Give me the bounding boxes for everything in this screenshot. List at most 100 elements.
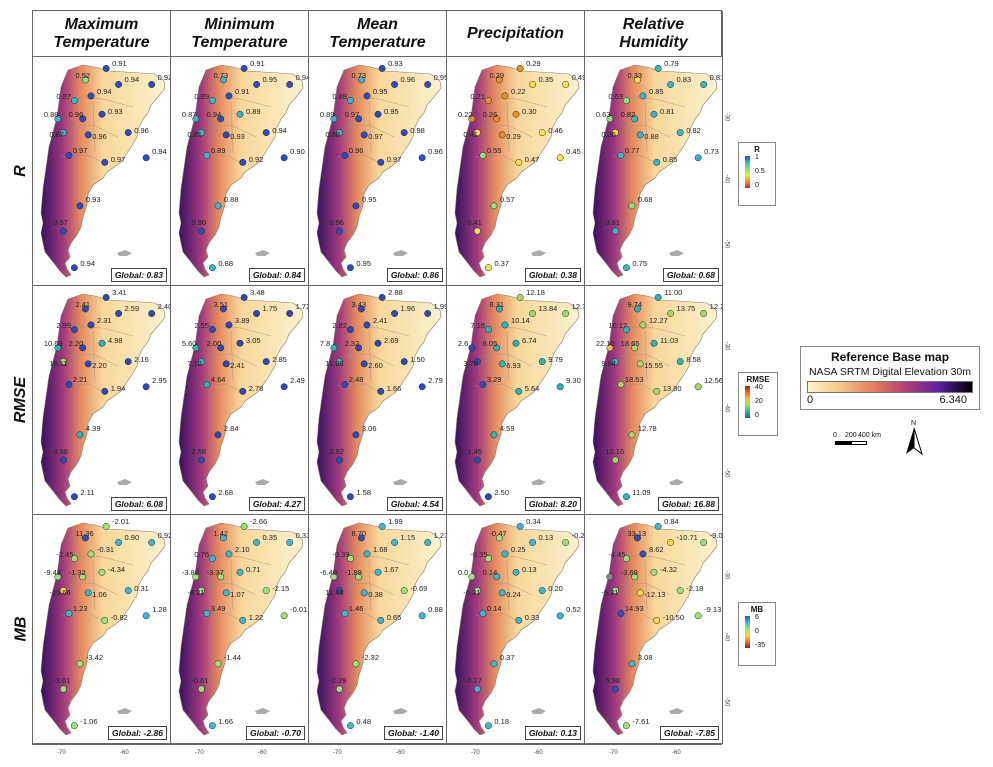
islands-shape: [117, 250, 132, 256]
station-point: [424, 81, 432, 88]
station-point: [700, 81, 708, 88]
station-point: [501, 92, 509, 100]
station-point: [79, 573, 87, 581]
station-value-label: 0.90: [124, 533, 140, 543]
station-point: [54, 115, 62, 123]
station-point: [676, 129, 684, 137]
station-point: [633, 76, 641, 84]
global-score-badge: Global: 0.38: [524, 268, 581, 282]
station-value-label: 0.95: [433, 73, 447, 83]
station-point: [377, 387, 385, 395]
station-point: [473, 685, 481, 693]
map-svg: [316, 64, 442, 278]
station-value-label: 0.38: [368, 589, 383, 599]
station-value-label: -2.15: [272, 583, 290, 593]
station-point: [479, 152, 487, 159]
station-point: [87, 321, 95, 329]
station-value-label: 7.12: [187, 358, 202, 368]
station-point: [473, 358, 481, 366]
legend-tick: -35: [755, 642, 766, 649]
station-point: [611, 685, 619, 693]
column-header-maximum-temperature: Maximum Temperature: [33, 11, 171, 57]
station-point: [197, 587, 205, 595]
legend-tick: 40: [755, 384, 763, 391]
station-value-label: 2.58: [191, 447, 206, 457]
latitude-tick-label: -30: [723, 570, 730, 580]
station-value-label: -3.01: [53, 676, 71, 686]
station-value-label: 0.75: [632, 258, 647, 268]
station-point: [363, 550, 371, 558]
station-value-label: 11.36: [75, 528, 94, 538]
station-point: [484, 493, 492, 501]
station-point: [631, 115, 639, 123]
station-value-label: 0.89: [210, 146, 226, 156]
islands-shape: [531, 479, 546, 485]
map-panel-mb-precipitation: 0.34 -0.47 0.13 -0.21 -0.35 0.25 0.0 0.14 0.13 -0…: [447, 515, 585, 744]
station-point: [650, 339, 658, 347]
station-value-label: 22.10: [595, 338, 615, 348]
station-value-label: 0.81: [605, 218, 620, 228]
map-svg: [592, 64, 718, 278]
station-point: [617, 610, 625, 617]
station-value-label: 0.84: [664, 517, 679, 527]
station-point: [495, 305, 503, 313]
station-point: [59, 227, 67, 235]
station-value-label: 1.07: [230, 589, 245, 599]
station-point: [363, 321, 371, 329]
station-point: [538, 129, 546, 137]
station-point: [468, 573, 476, 581]
station-value-label: 1.66: [386, 384, 402, 394]
station-value-label: 1.67: [384, 565, 399, 575]
station-value-label: -4.34: [108, 565, 126, 575]
station-point: [418, 383, 426, 391]
station-point: [378, 65, 386, 72]
province-borders: [612, 544, 686, 624]
station-point: [208, 555, 216, 562]
map-panel-r-minimum-temperature: 0.91 0.73 0.95 0.94 0.89 0.91 0.87 0.94 0.89 0.81…: [171, 57, 309, 286]
row-label: R: [12, 164, 29, 177]
station-value-label: 0.88: [218, 258, 233, 268]
station-value-label: 6.05: [482, 338, 498, 348]
province-borders: [60, 544, 134, 624]
station-point: [418, 612, 426, 620]
elevation-colorbar: [807, 381, 973, 393]
station-value-label: -3.69: [620, 567, 638, 577]
station-point: [501, 321, 509, 329]
map-svg: [454, 64, 580, 278]
station-point: [219, 76, 227, 84]
station-point: [676, 587, 684, 595]
province-borders: [198, 544, 272, 624]
station-point: [54, 344, 62, 352]
station-value-label: 0.73: [213, 70, 229, 80]
station-value-label: 1.58: [356, 487, 371, 497]
station-value-label: 0.48: [356, 716, 371, 726]
column-title-line2: Temperature: [191, 33, 288, 51]
station-value-label: 0.83: [676, 75, 692, 85]
global-score-badge: Global: -2.86: [107, 726, 167, 740]
station-value-label: -10.50: [662, 613, 685, 623]
station-point: [222, 589, 230, 597]
station-point: [516, 523, 524, 530]
legend-mb-bar: [745, 616, 750, 648]
station-value-label: 6.74: [522, 336, 537, 346]
station-value-label: -12.13: [644, 589, 666, 599]
islands-shape: [531, 708, 546, 714]
global-score-badge: Global: 0.84: [248, 268, 305, 282]
station-point: [498, 589, 506, 597]
station-value-label: 0.82: [620, 109, 636, 119]
station-value-label: 0.91: [234, 86, 250, 96]
north-label: N: [911, 420, 917, 427]
station-value-label: 1.66: [218, 716, 233, 726]
station-point: [529, 539, 537, 546]
map-svg: [178, 293, 304, 507]
station-value-label: 5.64: [524, 384, 540, 394]
station-value-label: 0.29: [489, 70, 505, 80]
station-value-label: 0.45: [566, 146, 581, 156]
station-point: [197, 227, 205, 235]
map-svg: [592, 293, 718, 507]
station-value-label: 0.14: [486, 604, 502, 614]
station-point: [76, 202, 84, 210]
station-point: [239, 616, 247, 624]
station-point: [650, 568, 658, 576]
station-value-label: 1.68: [372, 544, 388, 554]
